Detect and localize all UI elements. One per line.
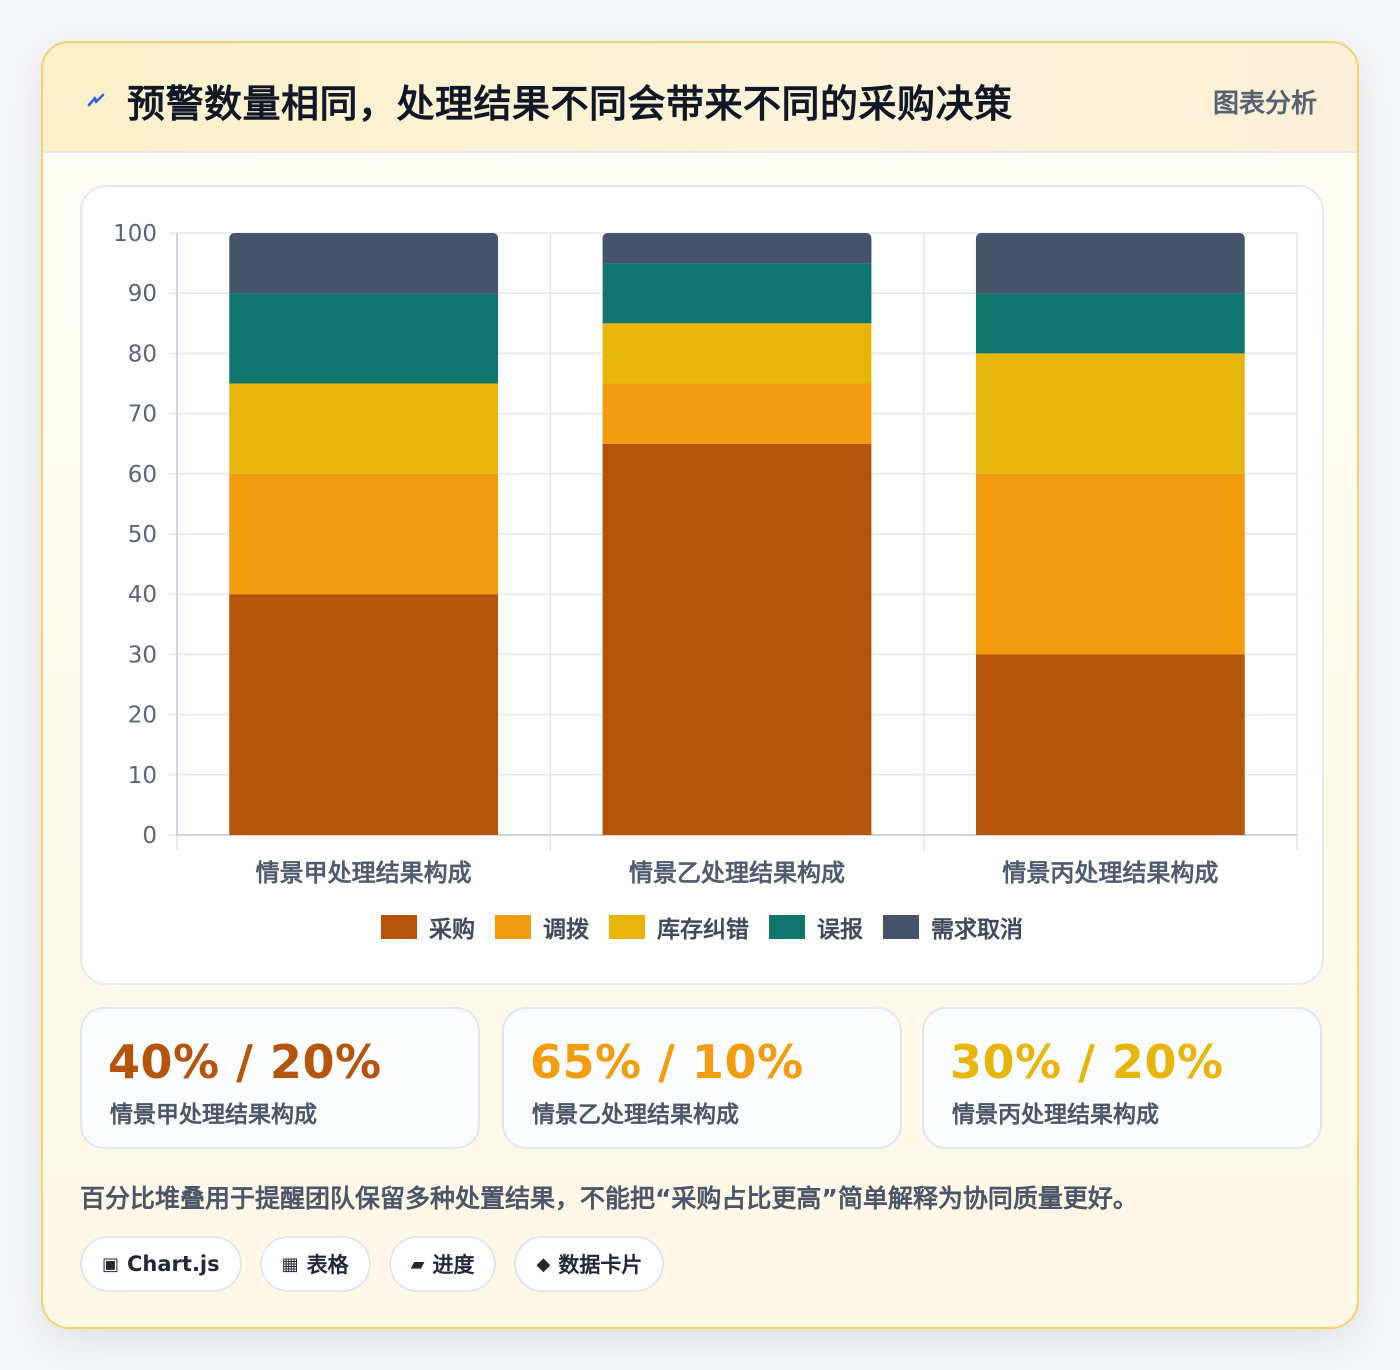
bar-segment-5 bbox=[602, 233, 872, 264]
y-tick-label: 30 bbox=[128, 642, 157, 668]
stat-card-3: 30% / 20% 情景丙处理结果构成 bbox=[922, 1007, 1322, 1149]
bar-segment-3 bbox=[229, 383, 499, 474]
stat-label: 情景乙处理结果构成 bbox=[532, 1102, 739, 1128]
diamond-icon: ◆ bbox=[536, 1253, 551, 1275]
bar-segment-2 bbox=[975, 473, 1245, 655]
bar-segment-2 bbox=[602, 383, 872, 444]
pill-chartjs[interactable]: ▣ Chart.js bbox=[80, 1236, 242, 1292]
stat-label: 情景甲处理结果构成 bbox=[110, 1102, 317, 1128]
legend-swatch bbox=[381, 915, 417, 939]
chart-card: 预警数量相同，处理结果不同会带来不同的采购决策 图表分析 0 10 20 30 40 50… bbox=[41, 41, 1359, 1329]
legend-item[interactable]: 调拨 bbox=[495, 910, 589, 944]
bar-segment-4 bbox=[229, 293, 499, 384]
bar-segment-1 bbox=[602, 443, 872, 835]
stat-card-2: 65% / 10% 情景乙处理结果构成 bbox=[502, 1007, 902, 1149]
bar-segment-1 bbox=[975, 654, 1245, 835]
card-header: 预警数量相同，处理结果不同会带来不同的采购决策 图表分析 bbox=[43, 43, 1357, 153]
legend-label: 需求取消 bbox=[931, 917, 1023, 943]
legend-swatch bbox=[495, 915, 531, 939]
feature-pills: ▣ Chart.js ▦ 表格 ▰ 进度 ◆ 数据卡片 bbox=[80, 1236, 682, 1292]
chart-note: 百分比堆叠用于提醒团队保留多种处置结果，不能把“采购占比更高”简单解释为协同质量… bbox=[80, 1184, 1138, 1213]
x-category-label: 情景乙处理结果构成 bbox=[629, 859, 845, 887]
y-tick-label: 40 bbox=[128, 582, 157, 608]
y-tick-label: 20 bbox=[128, 703, 157, 729]
bar-segment-5 bbox=[229, 233, 499, 294]
chart-analysis-tag[interactable]: 图表分析 bbox=[1212, 89, 1317, 119]
y-tick-label: 80 bbox=[128, 341, 157, 367]
bar-segment-4 bbox=[602, 263, 872, 324]
pill-data-card[interactable]: ◆ 数据卡片 bbox=[514, 1236, 665, 1292]
legend-item[interactable]: 误报 bbox=[769, 910, 863, 944]
legend-swatch bbox=[883, 915, 919, 939]
legend-label: 调拨 bbox=[543, 917, 589, 943]
legend-swatch bbox=[609, 915, 645, 939]
lightning-icon bbox=[87, 93, 105, 107]
page-title: 预警数量相同，处理结果不同会带来不同的采购决策 bbox=[127, 82, 1013, 126]
stacked-bar-chart: 0 10 20 30 40 50 60 70 80 90 100 情景甲处理结果构成 情景乙处理结果构成… bbox=[113, 221, 1298, 887]
table-icon: ▦ bbox=[281, 1253, 299, 1275]
bar-segment-4 bbox=[975, 293, 1245, 354]
x-category-label: 情景甲处理结果构成 bbox=[256, 859, 472, 887]
stat-value: 30% / 20% bbox=[950, 1035, 1224, 1089]
y-tick-label: 100 bbox=[113, 221, 157, 247]
legend-swatch bbox=[769, 915, 805, 939]
legend-label: 库存纠错 bbox=[657, 917, 749, 943]
pill-label: 进度 bbox=[432, 1253, 475, 1277]
pill-label: Chart.js bbox=[127, 1252, 220, 1276]
stat-value: 65% / 10% bbox=[530, 1035, 804, 1089]
pill-progress[interactable]: ▰ 进度 bbox=[388, 1236, 497, 1292]
bar-segment-3 bbox=[975, 353, 1245, 474]
legend-item[interactable]: 采购 bbox=[381, 910, 475, 944]
chart-icon: ▣ bbox=[102, 1253, 120, 1275]
bar-segment-5 bbox=[975, 233, 1245, 294]
chart-panel: 0 10 20 30 40 50 60 70 80 90 100 情景甲处理结果构成 情景乙处理结果构成… bbox=[80, 185, 1324, 985]
stat-card-1: 40% / 20% 情景甲处理结果构成 bbox=[80, 1007, 480, 1149]
y-tick-label: 50 bbox=[128, 522, 157, 548]
bar-segment-1 bbox=[229, 594, 499, 835]
bar-segment-3 bbox=[602, 323, 872, 384]
y-tick-label: 70 bbox=[128, 402, 157, 428]
y-tick-label: 90 bbox=[128, 281, 157, 307]
legend-label: 采购 bbox=[429, 917, 475, 943]
y-tick-label: 0 bbox=[142, 823, 157, 849]
pill-label: 数据卡片 bbox=[558, 1253, 643, 1277]
pill-table[interactable]: ▦ 表格 bbox=[259, 1236, 371, 1292]
legend-item[interactable]: 需求取消 bbox=[883, 910, 1023, 944]
x-category-label: 情景丙处理结果构成 bbox=[1002, 859, 1218, 887]
pill-label: 表格 bbox=[306, 1253, 349, 1277]
stat-label: 情景丙处理结果构成 bbox=[952, 1102, 1159, 1128]
bar-segment-2 bbox=[229, 473, 499, 595]
legend-item[interactable]: 库存纠错 bbox=[609, 910, 749, 944]
y-tick-label: 10 bbox=[128, 763, 157, 789]
stat-value: 40% / 20% bbox=[108, 1035, 382, 1089]
chart-legend: 采购 调拨 库存纠错 误报 需求取消 bbox=[82, 911, 1322, 943]
progress-icon: ▰ bbox=[410, 1253, 425, 1275]
legend-label: 误报 bbox=[817, 917, 863, 943]
y-tick-label: 60 bbox=[128, 462, 157, 488]
